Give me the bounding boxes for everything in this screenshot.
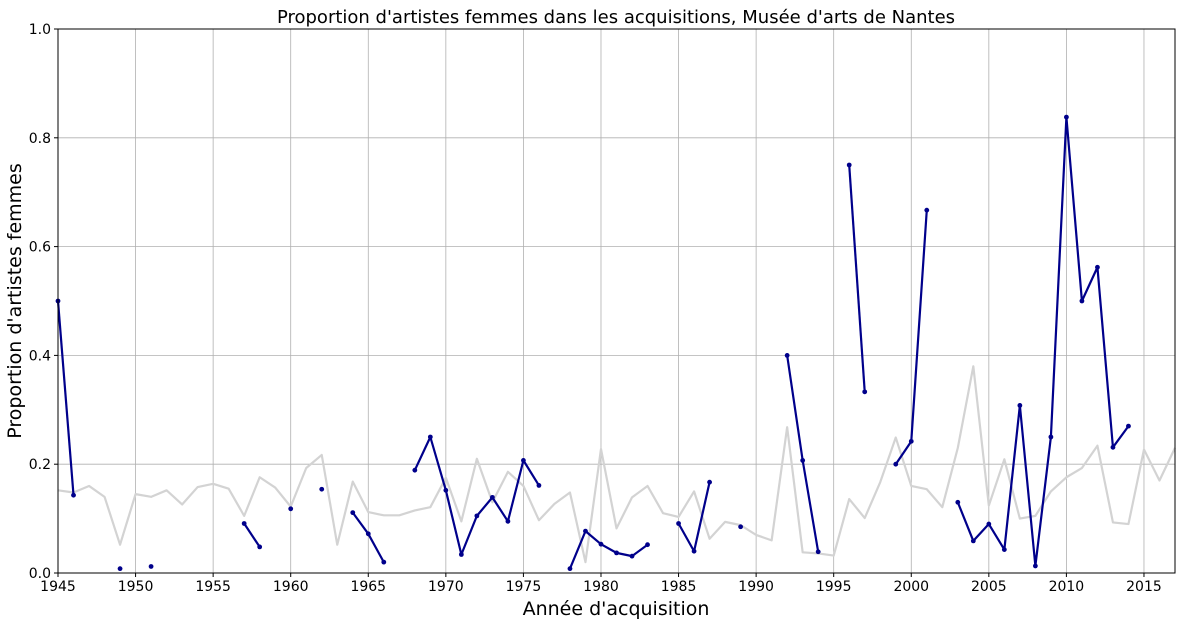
x-tick-label: 2005 xyxy=(971,579,1007,595)
data-point xyxy=(257,544,263,550)
data-point xyxy=(521,457,526,463)
data-point xyxy=(489,494,495,500)
data-point xyxy=(1079,298,1085,304)
x-tick-label: 2010 xyxy=(1049,579,1085,595)
x-tick-label: 1955 xyxy=(195,579,231,595)
main-series-segment xyxy=(413,435,540,556)
main-series-segment xyxy=(243,522,261,548)
data-point xyxy=(319,486,325,492)
plot-frame xyxy=(57,28,1176,574)
main-series-segment xyxy=(568,530,649,570)
data-point xyxy=(567,566,573,572)
data-point xyxy=(288,506,294,512)
data-point xyxy=(1048,434,1054,440)
data-point xyxy=(784,353,790,358)
data-point xyxy=(1110,444,1116,450)
data-point xyxy=(1032,563,1038,569)
x-tick-label: 1960 xyxy=(273,579,309,595)
main-series-segment xyxy=(956,116,1130,568)
data-point xyxy=(970,538,976,544)
x-tick-label: 1985 xyxy=(661,579,697,595)
data-point xyxy=(645,542,650,548)
x-tick-label: 1970 xyxy=(428,579,464,595)
main-series-segment xyxy=(848,164,866,392)
data-point xyxy=(1001,547,1007,553)
data-point xyxy=(350,510,356,516)
x-tick-label: 1965 xyxy=(350,579,386,595)
y-tick-label: 0.0 xyxy=(29,566,51,582)
data-point xyxy=(536,483,542,488)
data-point xyxy=(707,479,712,485)
data-point xyxy=(815,549,821,555)
data-point xyxy=(241,521,247,526)
data-point xyxy=(800,457,806,463)
data-point xyxy=(862,389,868,395)
y-tick-label: 0.2 xyxy=(29,457,51,473)
data-point xyxy=(1017,403,1023,408)
x-tick-label: 1990 xyxy=(738,579,774,595)
x-tick-label: 1995 xyxy=(816,579,852,595)
data-point xyxy=(381,559,387,565)
main-series-segment xyxy=(786,355,820,552)
data-point xyxy=(629,553,635,559)
data-point xyxy=(738,524,744,530)
data-point xyxy=(676,521,681,526)
y-tick-label: 0.4 xyxy=(29,348,51,364)
chart-title: Proportion d'artistes femmes dans les ac… xyxy=(277,7,955,28)
data-point xyxy=(365,531,371,537)
x-axis-label: Année d'acquisition xyxy=(523,598,710,620)
x-tick-label: 2000 xyxy=(893,579,929,595)
data-point xyxy=(583,528,588,534)
data-point xyxy=(598,541,604,547)
y-tick-label: 0.8 xyxy=(29,131,51,147)
x-tick-label: 1950 xyxy=(118,579,154,595)
data-point xyxy=(427,434,433,440)
data-point xyxy=(458,552,464,557)
data-point xyxy=(924,207,930,213)
data-point xyxy=(148,564,154,569)
data-point xyxy=(412,467,418,473)
main-series xyxy=(55,114,1131,572)
data-point xyxy=(955,499,961,505)
reference-series xyxy=(57,365,1176,564)
data-point xyxy=(1126,423,1131,429)
data-point xyxy=(908,438,914,444)
grid xyxy=(57,28,1175,574)
data-point xyxy=(1095,264,1100,270)
data-point xyxy=(986,521,992,527)
data-point xyxy=(893,461,899,467)
data-point xyxy=(691,548,697,554)
y-tick-label: 0.6 xyxy=(29,240,51,256)
y-tick-label: 1.0 xyxy=(29,22,51,38)
data-point xyxy=(71,492,76,498)
data-point xyxy=(474,513,480,519)
axis-ticks: 1945 1950 1955 1960 1965 1970 1975 1980 1985 1990… xyxy=(29,22,1162,595)
main-series-segment xyxy=(56,300,75,496)
x-tick-label: 2015 xyxy=(1126,579,1162,595)
data-point xyxy=(614,550,619,556)
x-tick-label: 1980 xyxy=(583,579,619,595)
data-point xyxy=(846,162,852,168)
data-point xyxy=(1064,114,1069,120)
data-point xyxy=(443,487,449,493)
data-point xyxy=(505,518,511,524)
data-point xyxy=(117,566,123,572)
x-tick-label: 1975 xyxy=(506,579,542,595)
reference-series-line xyxy=(57,365,1176,564)
y-axis-label: Proportion d'artistes femmes xyxy=(4,163,26,439)
x-tick-label: 1945 xyxy=(40,579,76,595)
